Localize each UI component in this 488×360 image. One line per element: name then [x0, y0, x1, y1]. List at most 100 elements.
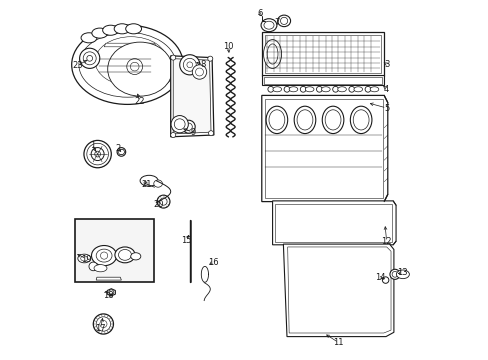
- Ellipse shape: [272, 87, 281, 92]
- Circle shape: [96, 317, 110, 331]
- Ellipse shape: [115, 247, 135, 263]
- Circle shape: [195, 68, 203, 76]
- Circle shape: [207, 56, 212, 61]
- Ellipse shape: [396, 270, 408, 279]
- Ellipse shape: [325, 110, 340, 130]
- Text: 8: 8: [200, 60, 205, 69]
- Ellipse shape: [296, 110, 312, 130]
- Polygon shape: [173, 59, 211, 134]
- Ellipse shape: [83, 52, 96, 65]
- Bar: [265, 35, 380, 73]
- Polygon shape: [107, 289, 115, 296]
- Circle shape: [170, 55, 175, 60]
- Bar: [275, 204, 392, 242]
- Ellipse shape: [265, 106, 287, 134]
- Circle shape: [300, 86, 305, 92]
- Bar: [261, 75, 384, 85]
- Text: 3: 3: [383, 60, 388, 69]
- Circle shape: [183, 58, 196, 71]
- Ellipse shape: [91, 246, 117, 266]
- Ellipse shape: [288, 87, 297, 92]
- Text: 22: 22: [135, 97, 145, 106]
- Ellipse shape: [81, 256, 88, 261]
- Text: 17: 17: [95, 324, 105, 333]
- Bar: [264, 99, 383, 198]
- Circle shape: [84, 140, 111, 168]
- Polygon shape: [272, 201, 395, 245]
- Text: 21: 21: [141, 180, 151, 189]
- Circle shape: [284, 86, 289, 92]
- Circle shape: [93, 314, 113, 334]
- Polygon shape: [283, 244, 393, 337]
- Ellipse shape: [114, 24, 130, 34]
- Text: 5: 5: [383, 104, 388, 112]
- Text: 18: 18: [103, 292, 114, 300]
- Bar: [263, 77, 382, 84]
- Circle shape: [130, 62, 139, 71]
- Circle shape: [89, 262, 98, 271]
- Ellipse shape: [118, 249, 131, 260]
- Circle shape: [119, 149, 123, 154]
- Circle shape: [389, 269, 399, 279]
- Ellipse shape: [125, 24, 141, 34]
- Text: 11: 11: [333, 338, 344, 347]
- Circle shape: [108, 290, 114, 295]
- Circle shape: [365, 86, 370, 92]
- Circle shape: [208, 131, 213, 136]
- Circle shape: [87, 143, 108, 165]
- Text: 15: 15: [181, 236, 191, 245]
- Text: 1: 1: [90, 141, 95, 150]
- Polygon shape: [118, 149, 125, 154]
- Polygon shape: [170, 56, 213, 137]
- Circle shape: [192, 65, 206, 79]
- Ellipse shape: [263, 40, 281, 68]
- Circle shape: [160, 198, 167, 205]
- Circle shape: [382, 277, 388, 283]
- Text: 4: 4: [383, 85, 388, 94]
- Text: 13: 13: [397, 269, 407, 277]
- Bar: [261, 32, 384, 76]
- Ellipse shape: [80, 48, 100, 68]
- Circle shape: [185, 123, 192, 130]
- Text: 7: 7: [274, 18, 279, 27]
- Ellipse shape: [96, 249, 112, 262]
- Text: 2: 2: [115, 144, 120, 153]
- Ellipse shape: [337, 87, 346, 92]
- Ellipse shape: [101, 252, 107, 259]
- Ellipse shape: [107, 42, 172, 96]
- Circle shape: [348, 86, 354, 92]
- Circle shape: [117, 148, 125, 156]
- Ellipse shape: [294, 106, 315, 134]
- Ellipse shape: [87, 55, 92, 61]
- Circle shape: [91, 148, 104, 161]
- Ellipse shape: [369, 87, 378, 92]
- Ellipse shape: [94, 265, 107, 272]
- Ellipse shape: [353, 87, 362, 92]
- Polygon shape: [104, 43, 156, 47]
- Ellipse shape: [268, 110, 284, 130]
- Circle shape: [316, 86, 322, 92]
- Ellipse shape: [102, 25, 118, 35]
- Text: 12: 12: [381, 238, 391, 246]
- Circle shape: [391, 271, 397, 277]
- Ellipse shape: [79, 32, 176, 97]
- Polygon shape: [261, 95, 387, 202]
- Ellipse shape: [305, 87, 313, 92]
- Ellipse shape: [349, 106, 371, 134]
- Ellipse shape: [153, 180, 162, 187]
- Ellipse shape: [78, 254, 91, 263]
- Ellipse shape: [352, 110, 368, 130]
- Circle shape: [267, 86, 273, 92]
- Circle shape: [95, 151, 101, 157]
- Ellipse shape: [264, 21, 273, 29]
- Ellipse shape: [81, 33, 97, 43]
- Text: 14: 14: [375, 274, 385, 282]
- Text: 6: 6: [256, 9, 262, 18]
- Text: 23: 23: [73, 61, 83, 70]
- Circle shape: [182, 120, 195, 133]
- Circle shape: [157, 195, 170, 208]
- Ellipse shape: [266, 44, 277, 64]
- Text: 16: 16: [207, 258, 218, 266]
- Circle shape: [186, 62, 192, 68]
- Circle shape: [170, 132, 175, 138]
